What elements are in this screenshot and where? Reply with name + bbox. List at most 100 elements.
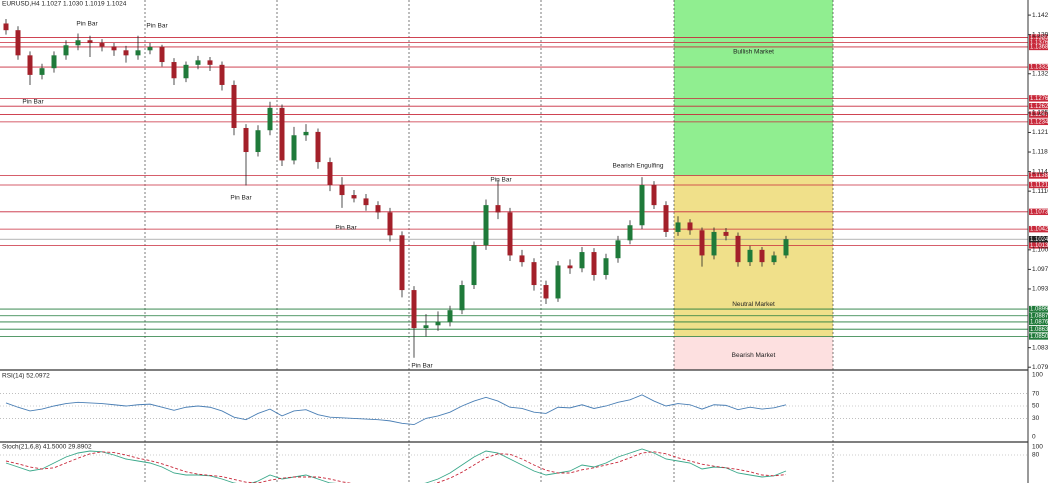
candle-body xyxy=(603,258,609,275)
y-tick-label: 1.1180 xyxy=(1032,149,1048,156)
y-tick-label: 1.0795 xyxy=(1032,364,1048,371)
market-zone xyxy=(674,175,833,337)
y-tick-label: 80 xyxy=(1032,452,1040,459)
candle-body xyxy=(507,212,513,256)
candle-body xyxy=(339,185,345,196)
candle-body xyxy=(375,205,381,213)
candle-body xyxy=(255,130,261,153)
candle-body xyxy=(159,46,165,63)
candle-body xyxy=(219,64,225,85)
zone-label: Neutral Market xyxy=(732,301,775,308)
level-label: 1.1332 xyxy=(1030,65,1048,71)
level-tag xyxy=(1029,242,1048,249)
level-tag xyxy=(1029,318,1048,326)
level-label: 1.1276 xyxy=(1030,96,1048,102)
candle-body xyxy=(435,321,441,326)
y-tick-label: 1.1425 xyxy=(1032,12,1048,19)
y-tick-label: 1.0830 xyxy=(1032,344,1048,351)
level-label: 1.0863 xyxy=(1030,327,1048,333)
y-tick-label: 50 xyxy=(1032,403,1040,410)
candle-body xyxy=(639,185,645,226)
candle-body xyxy=(519,255,525,263)
candle-body xyxy=(3,23,9,31)
candle-body xyxy=(279,107,285,161)
level-label: 1.1121 xyxy=(1030,183,1048,189)
level-label: 1.0887 xyxy=(1030,313,1048,319)
annotation: Pin Bar xyxy=(76,21,98,28)
annotation: Pin Bar xyxy=(22,99,44,106)
candle-body xyxy=(579,252,585,269)
candle-body xyxy=(99,43,105,47)
current-price-tag xyxy=(1029,236,1048,243)
stoch-signal-line xyxy=(5,451,787,483)
level-tag xyxy=(1029,43,1048,51)
level-label: 1.1368 xyxy=(1030,45,1048,51)
level-tag xyxy=(1029,312,1048,319)
candle-body xyxy=(195,60,201,65)
y-tick-label: 1.0935 xyxy=(1032,286,1048,293)
level-label: 1.1013 xyxy=(1030,243,1048,249)
level-tag xyxy=(1029,305,1048,313)
candle-body xyxy=(399,235,405,291)
y-tick-label: 0 xyxy=(1032,434,1036,441)
candle-body xyxy=(663,205,669,232)
zone-label: Bearish Market xyxy=(732,352,776,359)
level-tag xyxy=(1029,63,1048,71)
level-label: 1.0899 xyxy=(1030,307,1048,313)
level-tag xyxy=(1029,39,1048,46)
candle-body xyxy=(591,252,597,275)
level-label: 1.1042 xyxy=(1030,227,1048,233)
zone-label: Bullish Market xyxy=(733,48,774,55)
candle-body xyxy=(303,131,309,136)
level-label: 1.1262 xyxy=(1030,104,1048,110)
y-tick-label: 1.0970 xyxy=(1032,266,1048,273)
level-tag xyxy=(1029,95,1048,102)
candle-body xyxy=(243,127,249,153)
candle-body xyxy=(687,222,693,231)
level-label: 1.1247 xyxy=(1030,112,1048,118)
level-tag xyxy=(1029,102,1048,110)
candle-body xyxy=(555,265,561,299)
level-tag xyxy=(1029,111,1048,118)
candle-body xyxy=(735,235,741,263)
candle-body xyxy=(111,46,117,51)
candle-body xyxy=(699,230,705,256)
candle-body xyxy=(351,195,357,199)
candle-body xyxy=(471,245,477,286)
candle-body xyxy=(531,262,537,286)
candle-body xyxy=(39,68,45,75)
candle-body xyxy=(615,240,621,259)
candle-body xyxy=(63,45,69,56)
y-tick-label: 30 xyxy=(1032,415,1040,422)
y-tick-label: 1.1390 xyxy=(1032,31,1048,38)
level-tag xyxy=(1029,172,1048,179)
candle-body xyxy=(627,225,633,241)
candle-body xyxy=(543,285,549,299)
candle-body xyxy=(759,249,765,263)
annotation: Pin Bar xyxy=(490,177,512,184)
candle-body xyxy=(567,265,573,269)
y-tick-label: 100 xyxy=(1032,372,1043,379)
y-tick-label: 100 xyxy=(1032,444,1043,451)
candle-body xyxy=(423,325,429,329)
level-tag xyxy=(1029,325,1048,333)
annotation: Pin Bar xyxy=(335,225,357,232)
candle-body xyxy=(15,30,21,56)
level-tag xyxy=(1029,181,1048,189)
candle-body xyxy=(783,239,789,256)
candle-body xyxy=(291,135,297,161)
annotation: Pin Bar xyxy=(411,363,433,370)
candle-body xyxy=(723,231,729,236)
level-label: 1.0850 xyxy=(1030,334,1048,340)
candle-body xyxy=(447,310,453,322)
annotation: Pin Bar xyxy=(146,23,168,30)
candle-body xyxy=(51,55,57,69)
level-tag xyxy=(1029,333,1048,340)
candle-body xyxy=(327,162,333,185)
level-label: 1.1385 xyxy=(1030,35,1048,41)
candle-body xyxy=(315,131,321,163)
y-tick-label: 1.1005 xyxy=(1032,247,1048,254)
candle-body xyxy=(363,198,369,206)
annotation: Pin Bar xyxy=(230,195,252,202)
